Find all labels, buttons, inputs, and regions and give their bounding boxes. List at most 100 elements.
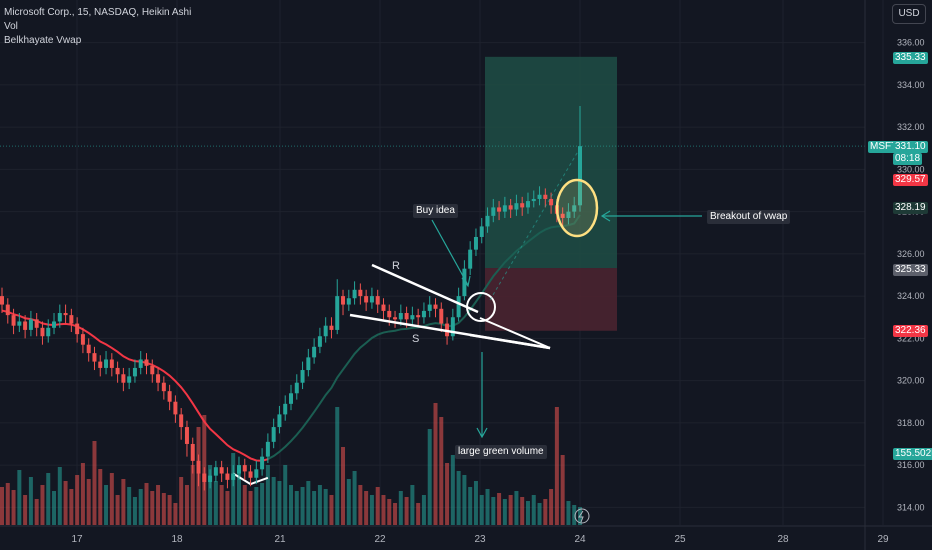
candle-body[interactable]	[300, 370, 305, 383]
candle-body[interactable]	[63, 313, 68, 316]
candle-body[interactable]	[312, 346, 317, 358]
candle-body[interactable]	[46, 327, 51, 337]
candle-body[interactable]	[549, 198, 554, 206]
candle-body[interactable]	[341, 296, 346, 305]
candle-body[interactable]	[462, 268, 467, 297]
candle-body[interactable]	[491, 207, 496, 216]
candle-body[interactable]	[92, 353, 97, 362]
candle-body[interactable]	[236, 465, 241, 474]
candle-body[interactable]	[525, 201, 530, 208]
candle-body[interactable]	[231, 473, 236, 480]
candle-body[interactable]	[40, 327, 45, 337]
candle-body[interactable]	[184, 427, 189, 444]
candle-body[interactable]	[138, 359, 143, 368]
candle-body[interactable]	[52, 321, 57, 328]
candle-body[interactable]	[497, 207, 502, 212]
candle-body[interactable]	[485, 215, 490, 227]
indicator-vol[interactable]: Vol	[4, 21, 18, 32]
candle-body[interactable]	[127, 376, 132, 383]
candle-body[interactable]	[23, 321, 28, 330]
candle-body[interactable]	[479, 226, 484, 237]
candle-body[interactable]	[11, 315, 16, 326]
candle-body[interactable]	[393, 317, 398, 320]
candle-body[interactable]	[57, 313, 62, 322]
candle-body[interactable]	[398, 313, 403, 320]
candle-body[interactable]	[346, 298, 351, 305]
candle-body[interactable]	[369, 296, 374, 303]
candle-body[interactable]	[317, 336, 322, 347]
candle-body[interactable]	[242, 465, 247, 472]
candle-body[interactable]	[28, 319, 33, 330]
candle-body[interactable]	[265, 441, 270, 457]
candle-body[interactable]	[439, 308, 444, 324]
candle-body[interactable]	[115, 367, 120, 375]
candle-body[interactable]	[433, 304, 438, 309]
candle-body[interactable]	[294, 382, 299, 394]
candle-body[interactable]	[364, 296, 369, 303]
candle-body[interactable]	[502, 205, 507, 212]
candle-body[interactable]	[427, 304, 432, 311]
candle-body[interactable]	[132, 367, 137, 377]
candle-body[interactable]	[80, 334, 85, 345]
candle-body[interactable]	[375, 296, 380, 305]
candle-body[interactable]	[473, 236, 478, 250]
candle-body[interactable]	[450, 317, 455, 337]
candle-body[interactable]	[323, 325, 328, 337]
candle-body[interactable]	[0, 296, 4, 305]
candle-body[interactable]	[404, 313, 409, 320]
candle-body[interactable]	[34, 319, 39, 328]
candle-body[interactable]	[456, 296, 461, 318]
candle-body[interactable]	[173, 401, 178, 415]
candle-body[interactable]	[410, 315, 415, 320]
candle-body[interactable]	[69, 315, 74, 324]
candle-body[interactable]	[514, 203, 519, 210]
candle-body[interactable]	[260, 456, 265, 470]
candle-body[interactable]	[202, 473, 207, 482]
candle-body[interactable]	[537, 194, 542, 199]
candle-body[interactable]	[271, 427, 276, 442]
candle-body[interactable]	[468, 249, 473, 269]
candle-body[interactable]	[543, 194, 548, 199]
candle-body[interactable]	[104, 359, 109, 368]
candle-body[interactable]	[560, 213, 565, 218]
candle-body[interactable]	[335, 296, 340, 330]
candle-body[interactable]	[566, 211, 571, 218]
currency-button[interactable]: USD	[892, 4, 926, 24]
candle-body[interactable]	[329, 325, 334, 330]
candle-body[interactable]	[572, 205, 577, 212]
candle-body[interactable]	[508, 205, 513, 210]
indicator-vwap[interactable]: Belkhayate Vwap	[4, 35, 82, 46]
candle-body[interactable]	[17, 321, 22, 326]
candle-body[interactable]	[167, 391, 172, 402]
candle-body[interactable]	[121, 374, 126, 383]
candle-body[interactable]	[144, 359, 149, 366]
candle-body[interactable]	[254, 469, 259, 478]
candle-body[interactable]	[208, 475, 213, 482]
candle-body[interactable]	[161, 382, 166, 392]
candle-body[interactable]	[219, 467, 224, 474]
candle-body[interactable]	[156, 374, 161, 383]
candle-body[interactable]	[387, 310, 392, 318]
candle-body[interactable]	[306, 357, 311, 371]
candle-body[interactable]	[150, 365, 155, 375]
candle-body[interactable]	[277, 414, 282, 428]
candle-body[interactable]	[416, 315, 421, 318]
lightning-icon[interactable]	[574, 508, 590, 524]
candle-body[interactable]	[421, 310, 426, 318]
candle-body[interactable]	[283, 403, 288, 415]
candle-body[interactable]	[225, 473, 230, 480]
candle-body[interactable]	[352, 289, 357, 299]
candle-body[interactable]	[289, 393, 293, 404]
candle-body[interactable]	[358, 289, 363, 297]
candle-body[interactable]	[248, 471, 253, 478]
candle-body[interactable]	[213, 467, 218, 476]
candle-body[interactable]	[179, 414, 184, 428]
candle-body[interactable]	[5, 304, 10, 316]
candle-body[interactable]	[190, 443, 195, 461]
candle-body[interactable]	[578, 146, 582, 206]
candle-body[interactable]	[531, 198, 536, 202]
candle-body[interactable]	[98, 361, 103, 368]
candle-body[interactable]	[86, 344, 91, 354]
candle-body[interactable]	[75, 323, 80, 335]
